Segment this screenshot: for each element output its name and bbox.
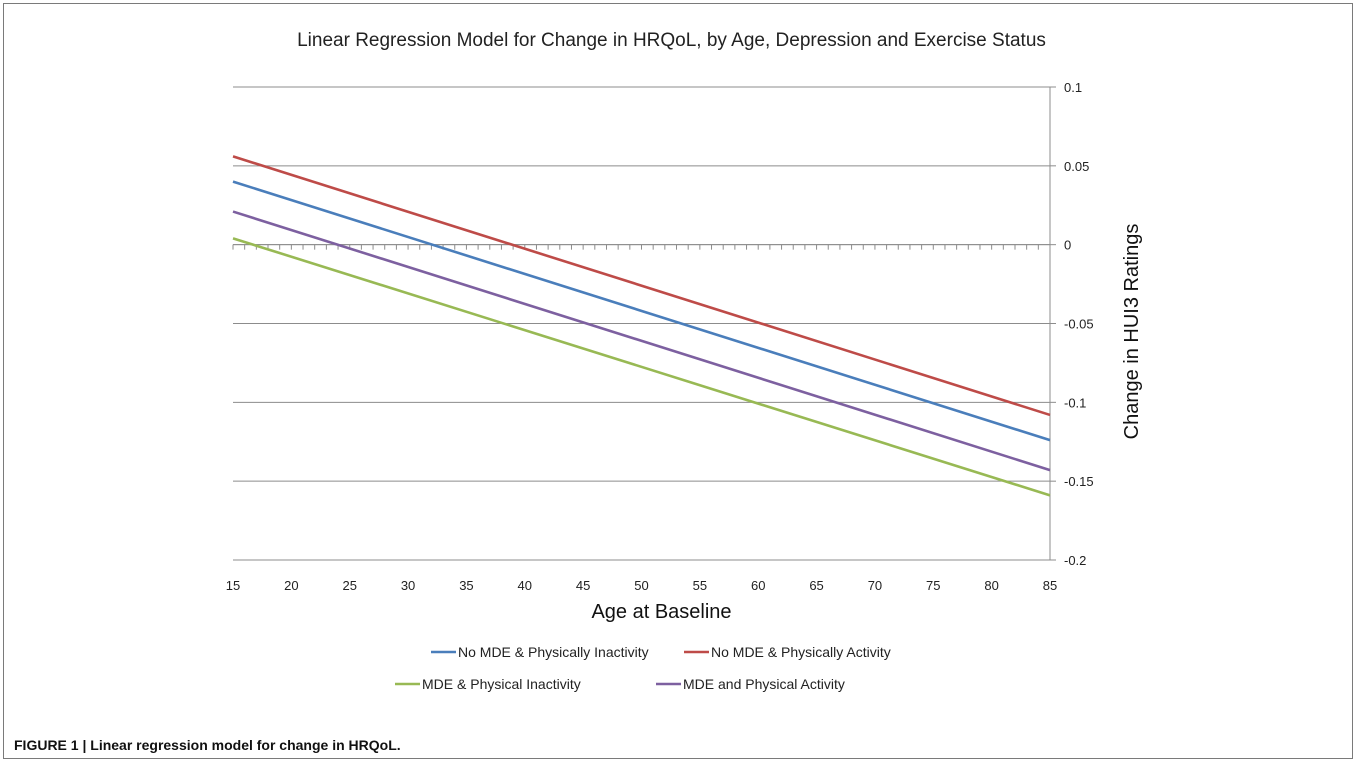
tick-labels: 0.1 0.05 0 -0.05 -0.1 -0.15 -0.2 15 20 25 30 35 40 45…	[226, 80, 1094, 593]
legend-label: MDE and Physical Activity	[683, 676, 845, 692]
x-tick-label: 40	[518, 578, 532, 593]
figure-frame: Linear Regression Model for Change in HR…	[3, 3, 1353, 759]
x-tick-label: 55	[693, 578, 707, 593]
y-tick-label: -0.2	[1064, 553, 1086, 568]
y-tick-label: -0.05	[1064, 317, 1094, 332]
y-tick-label: 0.05	[1064, 159, 1089, 174]
x-tick-label: 30	[401, 578, 415, 593]
x-tick-label: 70	[868, 578, 882, 593]
x-tick-label: 15	[226, 578, 240, 593]
x-tick-label: 45	[576, 578, 590, 593]
legend-label: No MDE & Physically Inactivity	[458, 644, 649, 660]
x-tick-label: 75	[926, 578, 940, 593]
legend: No MDE & Physically Inactivity No MDE & P…	[395, 644, 891, 692]
chart-title: Linear Regression Model for Change in HR…	[297, 30, 1046, 51]
line-chart: Linear Regression Model for Change in HR…	[226, 30, 1143, 692]
gridlines	[233, 86, 1050, 561]
series-line-3	[232, 237, 1051, 497]
x-tick-label: 60	[751, 578, 765, 593]
x-tick-label: 20	[284, 578, 298, 593]
series-lines	[232, 155, 1051, 497]
x-tick-label: 65	[809, 578, 823, 593]
legend-label: No MDE & Physically Activity	[711, 644, 891, 660]
x-tick-label: 25	[342, 578, 356, 593]
x-tick-label: 80	[984, 578, 998, 593]
x-tick-label: 50	[634, 578, 648, 593]
y-tick-label: -0.15	[1064, 474, 1094, 489]
legend-label: MDE & Physical Inactivity	[422, 676, 581, 692]
y-axis-title: Change in HUI3 Ratings	[1121, 224, 1143, 440]
y-tick-label: 0.1	[1064, 80, 1082, 95]
figure-caption: FIGURE 1 | Linear regression model for c…	[14, 737, 401, 753]
x-tick-label: 35	[459, 578, 473, 593]
series-line-1	[232, 180, 1051, 442]
x-tick-label: 85	[1043, 578, 1057, 593]
x-axis-title: Age at Baseline	[591, 601, 731, 623]
series-line-2	[232, 155, 1051, 417]
series-line-4	[232, 210, 1051, 472]
axes	[232, 86, 1056, 561]
y-tick-label: -0.1	[1064, 395, 1086, 410]
y-tick-label: 0	[1064, 238, 1071, 253]
